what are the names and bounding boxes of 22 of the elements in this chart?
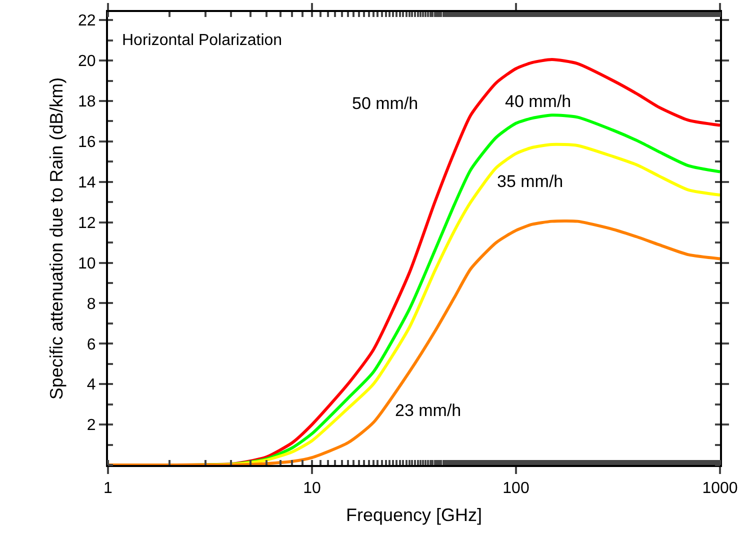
x-tick-label: 10 — [303, 480, 321, 498]
y-tick-label: 8 — [86, 296, 96, 313]
y-tick-label: 10 — [78, 255, 96, 272]
x-tick-label: 1 — [104, 480, 113, 498]
x-tick-label: 1000 — [702, 480, 738, 498]
y-tick-label: 2 — [86, 417, 96, 434]
y-axis-title: Specific attenuation due to Rain (dB/km) — [46, 77, 67, 400]
y-tick-label: 6 — [86, 336, 96, 354]
text: 50 mm/h — [352, 94, 418, 113]
y-tick-label: 22 — [78, 12, 96, 30]
y-tick-label: 12 — [78, 214, 96, 232]
y-tick-label: 18 — [78, 94, 96, 111]
series-label: 35 mm/h — [497, 172, 564, 191]
series-label: 23 mm/h — [395, 401, 462, 420]
y-tick-label: 16 — [78, 134, 96, 152]
annotation: Horizontal Polarization — [122, 32, 282, 49]
y-tick-label: 4 — [86, 376, 96, 394]
x-axis-title: Frequency [GHz] — [346, 504, 482, 525]
series-label: 40 mm/h — [505, 92, 572, 111]
y-tick-label: 20 — [78, 53, 96, 70]
y-tick-label: 14 — [78, 174, 96, 192]
x-tick-label: 100 — [502, 480, 530, 498]
